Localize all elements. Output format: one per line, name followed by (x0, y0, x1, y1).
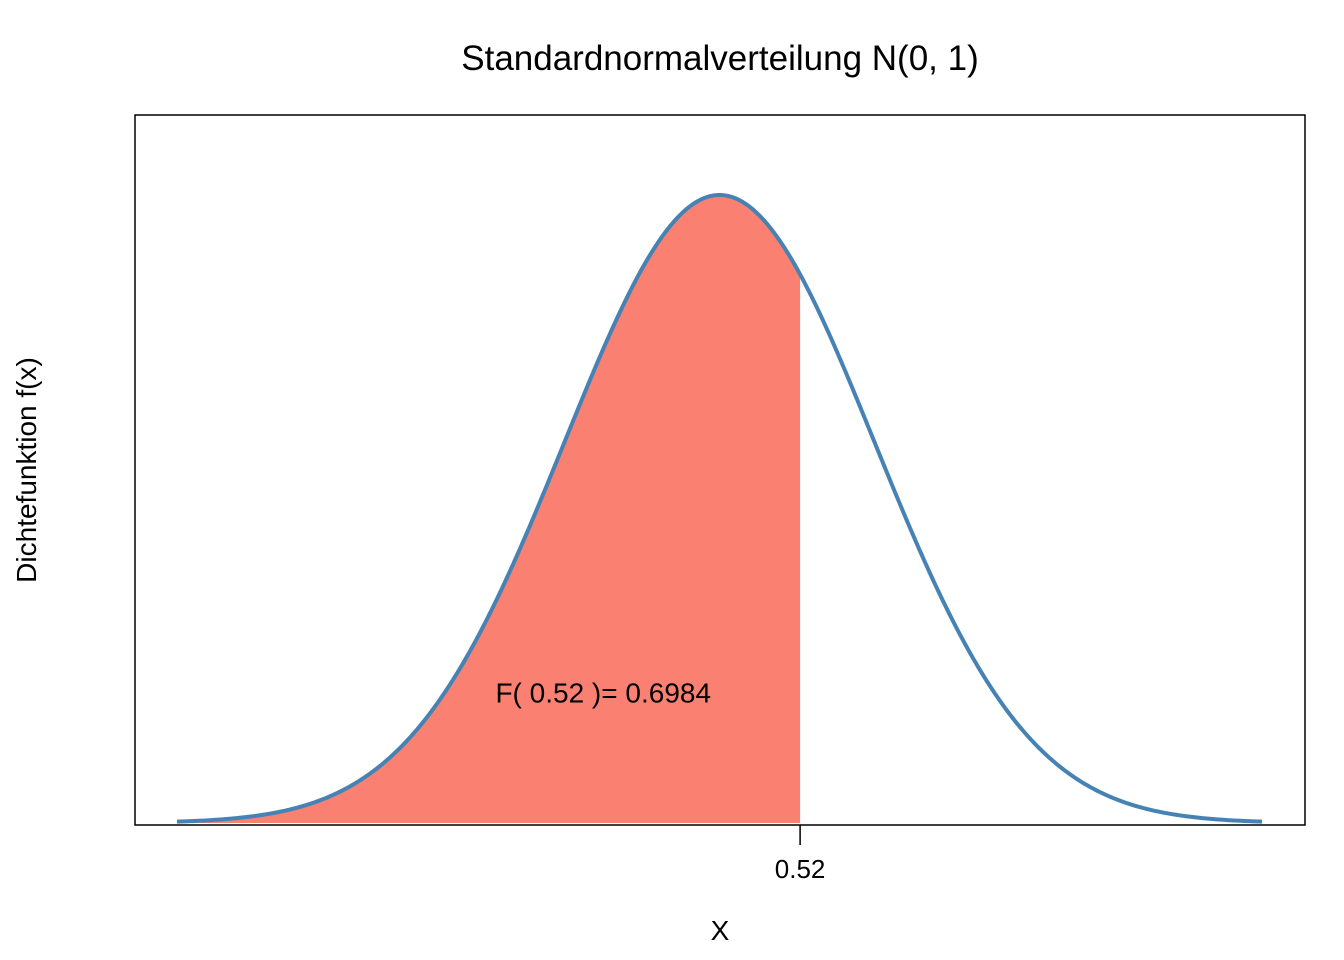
density-curve (176, 193, 1263, 824)
shaded-area (177, 195, 801, 823)
chart-title: Standardnormalverteilung N(0, 1) (461, 39, 978, 78)
cdf-annotation: F( 0.52 )= 0.6984 (495, 678, 711, 709)
plot-area: 0.52 F( 0.52 )= 0.6984 (134, 114, 1306, 884)
y-axis-label: Dichtefunktion f(x) (11, 357, 42, 583)
x-tick-label: 0.52 (775, 854, 826, 884)
plot-frame (134, 114, 1306, 826)
x-axis-label: X (711, 915, 730, 946)
